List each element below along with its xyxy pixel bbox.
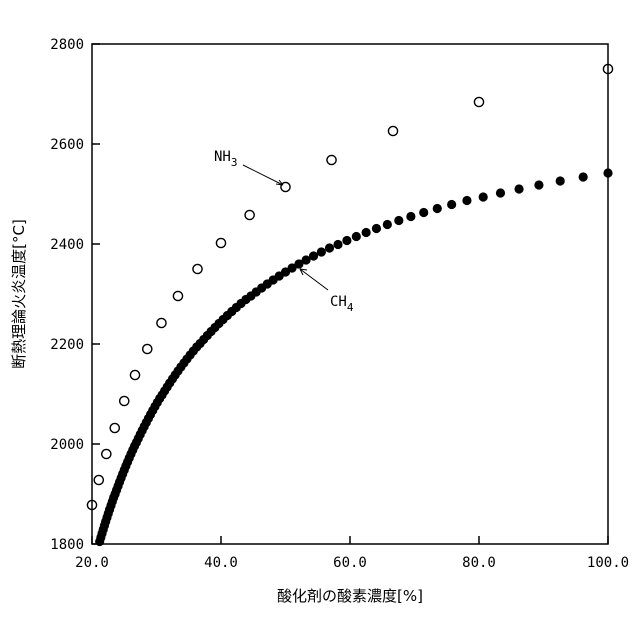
x-tick-label: 100.0 <box>587 555 629 571</box>
x-tick-label: 80.0 <box>462 555 496 571</box>
ch4-point <box>462 195 472 206</box>
x-axis-label: 酸化剤の酸素濃度[%] <box>277 587 423 605</box>
nh3-point <box>172 290 184 302</box>
nh3-label: NH3 <box>214 149 237 169</box>
ch4-point <box>534 180 544 190</box>
ch4-point <box>382 219 392 230</box>
ch4-point <box>351 231 361 242</box>
x-tick-label: 60.0 <box>333 555 367 571</box>
ch4-point <box>361 227 371 238</box>
y-axis-label: 断熱理論火炎温度[°C] <box>10 219 28 369</box>
ch4-point <box>406 211 416 222</box>
nh3-point <box>141 343 153 355</box>
ch4-label: CH4 <box>330 294 354 314</box>
x-tick-label: 20.0 <box>75 555 109 571</box>
ch4-point <box>432 203 442 214</box>
nh3-point <box>326 154 337 166</box>
ch4-point <box>316 247 326 257</box>
nh3-arrowhead <box>275 179 284 186</box>
ch4-point <box>342 235 352 246</box>
nh3-point <box>101 448 112 460</box>
nh3-point <box>129 369 141 381</box>
ch4-point <box>287 263 297 273</box>
ch4-point <box>301 255 311 265</box>
ch4-point <box>394 215 404 226</box>
y-tick-label: 2400 <box>50 237 84 253</box>
ch4-point <box>371 223 382 234</box>
ch4-point <box>578 172 588 182</box>
ch4-point <box>324 243 335 253</box>
nh3-arrow <box>242 164 284 186</box>
ch4-point <box>308 251 319 261</box>
nh3-point <box>473 96 485 108</box>
y-tick-label: 2800 <box>50 37 84 53</box>
nh3-point <box>109 422 121 434</box>
y-tick-label: 2000 <box>50 437 84 453</box>
nh3-point <box>244 209 255 221</box>
ch4-point <box>495 188 506 198</box>
ch4-arrow <box>299 268 329 291</box>
nh3-series <box>86 63 614 511</box>
ch4-point <box>333 239 343 250</box>
ch4-annotation: CH4 <box>299 268 354 314</box>
ch4-point <box>555 176 565 186</box>
nh3-point <box>156 317 167 329</box>
ch4-point <box>419 207 429 218</box>
x-tick-label: 40.0 <box>204 555 238 571</box>
y-tick-label: 2600 <box>50 137 84 153</box>
ch4-point <box>294 259 304 269</box>
ch4-series <box>95 168 613 547</box>
y-tick-label: 1800 <box>50 537 84 553</box>
nh3-annotation: NH3 <box>214 149 284 186</box>
nh3-point <box>192 263 203 275</box>
ch4-point <box>447 199 457 210</box>
nh3-point <box>93 474 105 486</box>
nh3-point <box>387 125 399 137</box>
nh3-point <box>215 237 227 249</box>
ch4-arrowhead <box>299 268 308 276</box>
y-tick-label: 2200 <box>50 337 84 353</box>
ch4-point <box>478 192 488 202</box>
nh3-point <box>118 395 130 407</box>
ch4-point <box>514 184 524 194</box>
plot-frame <box>91 43 609 545</box>
